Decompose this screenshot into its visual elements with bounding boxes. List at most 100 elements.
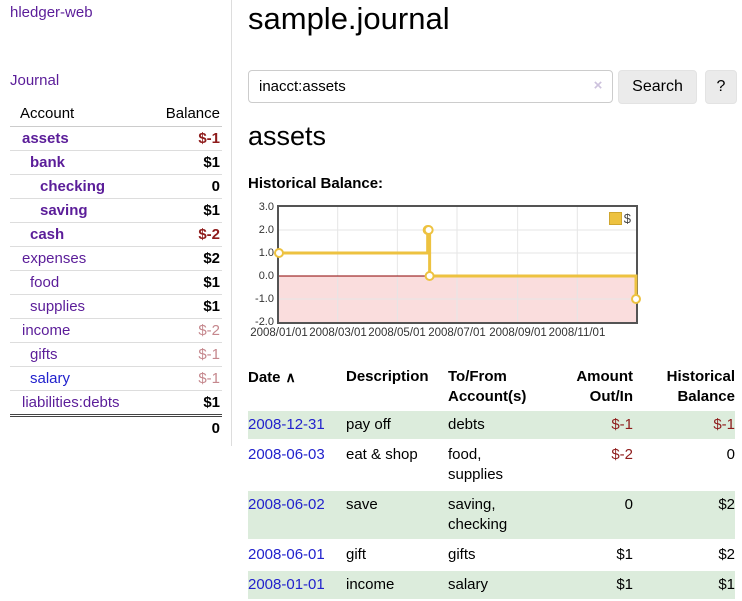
account-heading: assets	[248, 121, 327, 151]
account-balance: $1	[150, 198, 222, 223]
chart-legend: $	[606, 210, 633, 227]
account-link[interactable]: supplies	[30, 298, 86, 315]
x-axis-tick: 2008/03/01	[309, 327, 367, 339]
transaction-accounts: saving, checking	[448, 491, 548, 539]
search-form: × Search ?	[248, 70, 737, 104]
transaction-date-link[interactable]: 2008-06-01	[248, 546, 325, 563]
y-axis-tick: 1.0	[258, 247, 274, 259]
account-row-income: income $-2	[10, 318, 222, 343]
register-header-row: Date ∧ Description To/From Account(s) Amo…	[248, 365, 735, 409]
account-row-cash: cash $-2	[10, 222, 222, 247]
main-content: sample.journal × Search ? assets Histori…	[248, 0, 737, 599]
account-link[interactable]: income	[22, 322, 71, 339]
transaction-accounts: gifts	[448, 546, 476, 563]
account-balance: $1	[150, 270, 222, 295]
register-row: 2008-12-31 pay off debts $-1 $-1	[248, 411, 735, 439]
transaction-accounts: debts	[448, 411, 548, 439]
account-row-supplies: supplies $1	[10, 294, 222, 319]
register-col-balance: Historical Balance	[666, 368, 735, 405]
register-row: 2008-06-02 save saving, checking 0 $2	[248, 491, 735, 539]
account-row-gifts: gifts $-1	[10, 342, 222, 367]
sidebar-item-journal[interactable]: Journal	[10, 72, 60, 89]
account-balance: $-1	[150, 342, 222, 367]
register-col-date[interactable]: Date ∧	[248, 365, 346, 409]
account-link[interactable]: saving	[40, 202, 88, 219]
account-balance: $-2	[150, 222, 222, 247]
accounts-col-account: Account	[10, 102, 151, 127]
x-axis-tick: 2008/09/01	[489, 327, 547, 339]
transaction-balance: $-1	[633, 411, 735, 439]
page-title: sample.journal	[248, 1, 450, 36]
accounts-total-value: 0	[150, 414, 222, 440]
search-input[interactable]	[248, 70, 613, 103]
account-link[interactable]: checking	[40, 178, 106, 195]
account-link[interactable]: salary	[30, 370, 71, 387]
transaction-amount: 0	[548, 491, 633, 539]
account-row-checking: checking 0	[10, 174, 222, 199]
account-balance: $1	[150, 150, 222, 175]
register-table: Date ∧ Description To/From Account(s) Amo…	[248, 363, 735, 601]
account-row-bank: bank $1	[10, 150, 222, 175]
y-axis-tick: 0.0	[258, 270, 274, 282]
app-title-link[interactable]: hledger-web	[10, 4, 93, 21]
transaction-amount: $1	[616, 546, 633, 563]
account-balance: $-1	[198, 130, 220, 147]
account-balance: $-1	[150, 366, 222, 391]
register-col-description: Description	[346, 368, 429, 385]
y-axis-tick: 3.0	[258, 201, 274, 213]
register-col-amount: Amount Out/In	[576, 368, 633, 405]
y-axis-tick: 2.0	[258, 224, 274, 236]
transaction-balance: $1	[633, 571, 735, 599]
accounts-header-row: Account Balance	[10, 102, 222, 127]
account-balance: 0	[150, 174, 222, 199]
chart-title: Historical Balance:	[248, 175, 384, 192]
transaction-description: eat & shop	[346, 446, 418, 463]
x-axis-tick: 2008/07/01	[428, 327, 486, 339]
balance-chart-plot: $	[274, 205, 641, 324]
transaction-description: income	[346, 571, 448, 599]
account-row-expenses: expenses $2	[10, 246, 222, 271]
transaction-amount: $-1	[548, 411, 633, 439]
transaction-accounts: salary	[448, 571, 548, 599]
transaction-description: gift	[346, 546, 367, 563]
x-axis-tick: 2008/05/01	[368, 327, 426, 339]
account-link[interactable]: cash	[30, 226, 65, 243]
account-row-saving: saving $1	[10, 198, 222, 223]
legend-label: $	[623, 211, 631, 226]
transaction-date-link[interactable]: 2008-06-02	[248, 496, 325, 513]
help-button[interactable]: ?	[705, 70, 737, 104]
account-link[interactable]: liabilities:debts	[22, 394, 120, 411]
register-col-date-label: Date	[248, 369, 281, 386]
account-balance: $2	[150, 246, 222, 271]
transaction-amount: $-2	[611, 446, 633, 463]
balance-chart: 3.0 2.0 1.0 0.0 -1.0 -2.0 $ 2008/01/01 2…	[248, 201, 735, 345]
y-axis-tick: -2.0	[255, 316, 274, 328]
x-axis-tick: 2008/01/01	[250, 327, 308, 339]
transaction-date-link[interactable]: 2008-01-01	[248, 576, 325, 593]
account-row-food: food $1	[10, 270, 222, 295]
account-link[interactable]: assets	[22, 130, 69, 147]
y-axis-tick: -1.0	[255, 293, 274, 305]
transaction-accounts: food, supplies	[448, 446, 504, 483]
transaction-description: save	[346, 491, 448, 539]
register-row: 2008-06-03 eat & shop food, supplies $-2…	[248, 441, 735, 489]
account-balance: $-2	[150, 318, 222, 343]
account-link[interactable]: food	[30, 274, 60, 291]
search-button[interactable]: Search	[618, 70, 697, 104]
register-row: 2008-01-01 income salary $1 $1	[248, 571, 735, 599]
transaction-date-link[interactable]: 2008-06-03	[248, 446, 325, 463]
accounts-total-row: 0	[10, 414, 222, 440]
accounts-table: Account Balance assets $-1 bank $1 check…	[10, 102, 222, 440]
accounts-col-balance: Balance	[150, 102, 222, 127]
transaction-balance: $2	[718, 546, 735, 563]
register-col-accounts: To/From Account(s)	[448, 368, 527, 405]
x-axis-tick: 2008/11/01	[548, 327, 606, 339]
account-link[interactable]: expenses	[22, 250, 87, 267]
transaction-date-link[interactable]: 2008-12-31	[248, 416, 325, 433]
account-row-salary: salary $-1	[10, 366, 222, 391]
account-link[interactable]: bank	[30, 154, 66, 171]
account-balance: $1	[150, 390, 222, 416]
clear-search-icon[interactable]: ×	[593, 77, 603, 94]
sort-asc-icon: ∧	[285, 369, 296, 385]
account-link[interactable]: gifts	[30, 346, 58, 363]
